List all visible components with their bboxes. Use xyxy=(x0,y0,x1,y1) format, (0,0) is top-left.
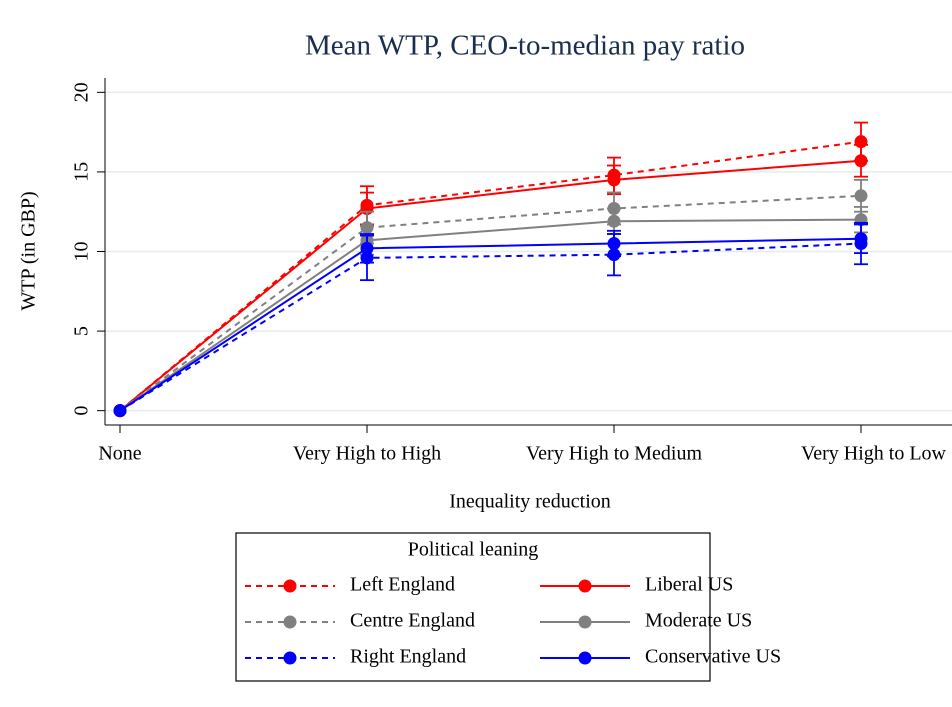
legend-label: Liberal US xyxy=(645,574,733,596)
series-line xyxy=(119,242,862,412)
legend-marker xyxy=(283,579,297,593)
legend-label: Left England xyxy=(350,574,455,596)
legend-label: Right England xyxy=(350,646,466,668)
x-tick-label: Very High to Medium xyxy=(526,443,703,465)
legend-marker xyxy=(283,651,297,665)
legend-marker xyxy=(578,579,592,593)
legend-marker xyxy=(578,651,592,665)
series-line xyxy=(119,140,862,412)
point xyxy=(113,404,127,418)
y-tick-label: 10 xyxy=(71,242,93,262)
series-line xyxy=(119,218,862,412)
y-tick-label: 5 xyxy=(71,326,93,336)
y-tick-label: 0 xyxy=(71,406,93,416)
legend-box xyxy=(235,532,711,682)
legend-marker xyxy=(283,615,297,629)
point xyxy=(607,237,621,251)
point xyxy=(607,173,621,187)
legend-label: Centre England xyxy=(350,610,475,632)
y-tick-label: 15 xyxy=(71,162,93,182)
legend-marker xyxy=(578,615,592,629)
point xyxy=(854,189,868,203)
point xyxy=(854,232,868,246)
chart-title: Mean WTP, CEO-to-median pay ratio xyxy=(305,30,745,62)
legend-title: Political leaning xyxy=(408,539,539,561)
x-axis-label: Inequality reduction xyxy=(449,491,611,513)
y-axis-label: WTP (in GBP) xyxy=(18,191,40,310)
x-tick-label: None xyxy=(98,443,141,465)
x-tick-label: Very High to Low xyxy=(801,443,947,465)
series-line xyxy=(119,237,862,412)
y-tick-label: 20 xyxy=(71,82,93,102)
series-line xyxy=(119,159,862,412)
point xyxy=(607,214,621,228)
point xyxy=(854,154,868,168)
legend-label: Conservative US xyxy=(645,646,781,668)
legend-label: Moderate US xyxy=(645,610,752,632)
x-tick-label: Very High to High xyxy=(293,443,441,465)
series-line xyxy=(119,194,862,412)
point xyxy=(360,241,374,255)
